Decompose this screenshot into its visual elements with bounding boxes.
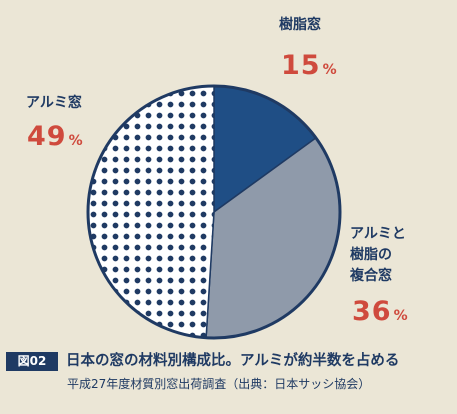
slice-label-composite-line2: 樹脂の <box>350 247 392 263</box>
slice-value-resin-number: 15 <box>281 50 321 81</box>
figure-caption-title: 日本の窓の材料別構成比。アルミが約半数を占める <box>66 353 400 369</box>
slice-value-resin: 15% <box>281 52 338 84</box>
slice-value-aluminum: 49% <box>27 123 84 155</box>
percent-sign: % <box>68 133 84 149</box>
slice-label-composite-line1: アルミと <box>350 226 406 242</box>
percent-sign: % <box>322 62 338 78</box>
slice-value-composite-number: 36 <box>352 296 392 327</box>
pie-slice-aluminum <box>87 85 215 339</box>
figure-number-badge: 図02 <box>6 352 58 371</box>
slice-value-aluminum-number: 49 <box>27 121 67 152</box>
slice-label-aluminum: アルミ窓 <box>26 95 82 111</box>
slice-label-composite-line3: 複合窓 <box>350 268 392 284</box>
slice-value-composite: 36% <box>352 298 409 330</box>
pie-outline <box>86 84 342 340</box>
percent-sign: % <box>393 308 409 324</box>
figure-caption-source: 平成27年度材質別窓出荷調査（出典：日本サッシ協会） <box>67 377 371 391</box>
slice-label-resin: 樹脂窓 <box>279 17 321 33</box>
